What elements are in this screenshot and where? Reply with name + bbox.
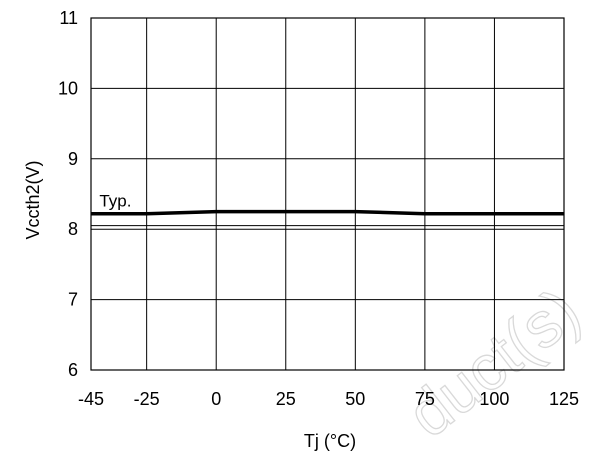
x-axis-label: Tj (°C) — [304, 431, 356, 451]
x-tick-label: 100 — [479, 389, 509, 409]
y-tick-label: 7 — [68, 290, 78, 310]
x-tick-label: -25 — [134, 389, 160, 409]
y-tick-label: 6 — [68, 360, 78, 380]
x-tick-label: 0 — [211, 389, 221, 409]
y-axis-label: Vccth2(V) — [23, 160, 43, 239]
x-tick-label: 75 — [415, 389, 435, 409]
y-tick-label: 9 — [68, 149, 78, 169]
y-tick-labels: 6 7 8 9 10 11 — [58, 8, 78, 380]
x-tick-labels: -45 -25 0 25 50 75 100 125 — [78, 389, 579, 409]
y-tick-label: 11 — [59, 8, 78, 28]
y-tick-label: 10 — [58, 78, 78, 98]
grid — [90, 17, 565, 371]
series-annotation: Typ. — [99, 192, 131, 211]
watermark-text: duct(s) — [394, 274, 592, 451]
x-tick-label: 50 — [345, 389, 365, 409]
plot-frame — [90, 17, 565, 371]
y-tick-label: 8 — [68, 219, 78, 239]
x-tick-label: -45 — [78, 389, 104, 409]
x-tick-label: 25 — [276, 389, 296, 409]
x-tick-label: 125 — [549, 389, 579, 409]
series-line-typ — [91, 209, 564, 216]
plot-area: Typ. — [91, 192, 564, 216]
